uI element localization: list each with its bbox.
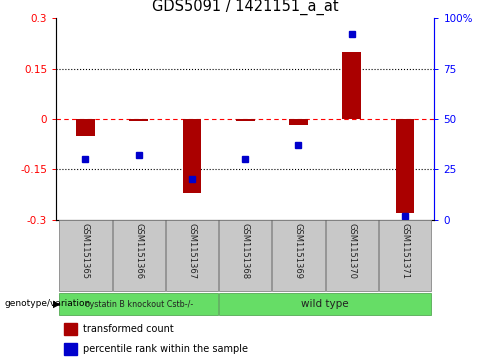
Text: GSM1151370: GSM1151370 <box>347 223 356 278</box>
Bar <box>63 343 77 355</box>
Text: percentile rank within the sample: percentile rank within the sample <box>82 344 247 354</box>
Bar <box>183 119 201 193</box>
Text: wild type: wild type <box>301 299 349 309</box>
Bar <box>343 52 361 119</box>
Bar <box>60 293 218 315</box>
Bar <box>76 119 95 136</box>
Text: genotype/variation: genotype/variation <box>5 299 91 308</box>
Bar <box>219 293 431 315</box>
Title: GDS5091 / 1421151_a_at: GDS5091 / 1421151_a_at <box>152 0 339 15</box>
Text: GSM1151368: GSM1151368 <box>241 223 250 279</box>
Bar <box>325 220 378 291</box>
Text: GSM1151369: GSM1151369 <box>294 223 303 278</box>
Bar <box>396 119 414 213</box>
Text: GSM1151371: GSM1151371 <box>401 223 409 278</box>
Bar <box>289 119 308 125</box>
Text: GSM1151365: GSM1151365 <box>81 223 90 278</box>
Bar <box>60 220 112 291</box>
Bar <box>272 220 325 291</box>
Bar <box>63 323 77 335</box>
Text: cystatin B knockout Cstb-/-: cystatin B knockout Cstb-/- <box>84 299 193 309</box>
Text: ▶: ▶ <box>53 299 60 309</box>
Bar <box>129 119 148 121</box>
Bar <box>113 220 165 291</box>
Bar <box>219 220 271 291</box>
Text: GSM1151366: GSM1151366 <box>134 223 143 279</box>
Bar <box>379 220 431 291</box>
Text: GSM1151367: GSM1151367 <box>187 223 197 279</box>
Bar <box>166 220 218 291</box>
Bar <box>236 119 255 121</box>
Text: transformed count: transformed count <box>82 324 173 334</box>
